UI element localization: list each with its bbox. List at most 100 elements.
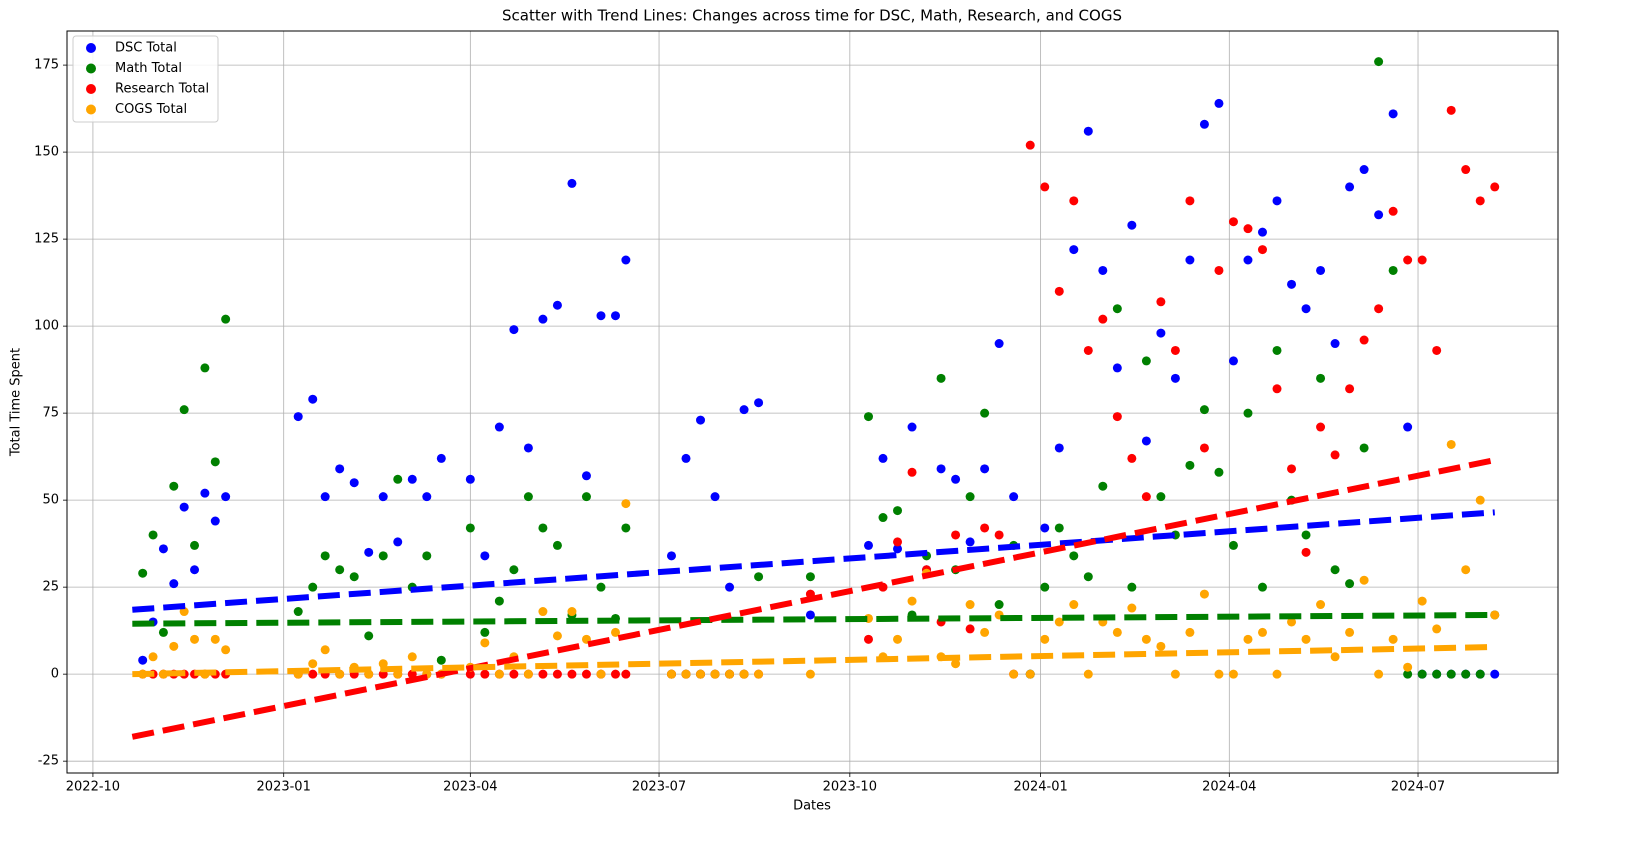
data-point <box>1330 339 1340 349</box>
data-point <box>422 551 432 561</box>
data-point <box>936 464 946 474</box>
data-point <box>552 540 562 550</box>
data-point <box>552 669 562 679</box>
data-point <box>1025 140 1035 150</box>
data-point <box>951 530 961 540</box>
data-point <box>1009 492 1019 502</box>
data-point <box>1098 481 1108 491</box>
data-point <box>1098 314 1108 324</box>
data-point <box>1040 182 1050 192</box>
data-point <box>1446 669 1456 679</box>
data-point <box>1403 255 1413 265</box>
data-point <box>1083 126 1093 136</box>
data-point <box>1359 575 1369 585</box>
data-point <box>878 513 888 523</box>
legend-label: DSC Total <box>115 41 177 56</box>
data-point <box>465 474 475 484</box>
data-point <box>1199 405 1209 415</box>
data-point <box>696 415 706 425</box>
data-point <box>509 325 519 335</box>
data-point <box>210 457 220 467</box>
data-point <box>1069 551 1079 561</box>
data-point <box>308 659 318 669</box>
data-point <box>907 596 917 606</box>
data-point <box>965 624 975 634</box>
data-point <box>1461 165 1471 175</box>
data-point <box>190 634 200 644</box>
data-point <box>436 453 446 463</box>
data-point <box>552 300 562 310</box>
data-point <box>596 669 606 679</box>
data-point <box>739 669 749 679</box>
data-point <box>1475 669 1485 679</box>
data-point <box>335 565 345 575</box>
data-point <box>1417 255 1427 265</box>
x-tick-label: 2023-01 <box>257 780 311 795</box>
data-point <box>1461 565 1471 575</box>
data-point <box>1490 610 1500 620</box>
data-point <box>1156 328 1166 338</box>
data-point <box>523 443 533 453</box>
data-point <box>1388 265 1398 275</box>
data-point <box>581 492 591 502</box>
data-point <box>1374 57 1384 67</box>
data-point <box>621 523 631 533</box>
data-point <box>1403 422 1413 432</box>
data-point <box>1330 652 1340 662</box>
data-point <box>200 488 210 498</box>
data-point <box>1141 634 1151 644</box>
data-point <box>538 669 548 679</box>
x-tick-label: 2023-04 <box>443 780 497 795</box>
data-point <box>621 499 631 509</box>
legend-label: COGS Total <box>115 102 187 117</box>
x-tick-label: 2022-10 <box>66 780 120 795</box>
data-point <box>335 464 345 474</box>
legend-label: Math Total <box>115 61 182 76</box>
data-point <box>994 339 1004 349</box>
data-point <box>1228 217 1238 227</box>
data-point <box>893 544 903 554</box>
data-point <box>465 523 475 533</box>
data-point <box>1388 634 1398 644</box>
data-point <box>1185 255 1195 265</box>
x-tick-label: 2024-01 <box>1013 780 1067 795</box>
data-point <box>320 645 330 655</box>
data-point <box>666 669 676 679</box>
data-point <box>1403 662 1413 672</box>
data-point <box>148 530 158 540</box>
legend: DSC Total Math Total Research Total COGS To… <box>72 35 219 123</box>
data-point <box>725 582 735 592</box>
data-point <box>1156 297 1166 307</box>
data-point <box>893 537 903 547</box>
data-point <box>1228 356 1238 366</box>
data-point <box>1257 227 1267 237</box>
data-point <box>893 506 903 516</box>
data-point <box>210 634 220 644</box>
data-point <box>994 600 1004 610</box>
data-point <box>1345 579 1355 589</box>
x-axis-label: Dates <box>793 799 831 814</box>
data-point <box>1432 624 1442 634</box>
data-point <box>1185 460 1195 470</box>
data-point <box>523 492 533 502</box>
data-point <box>494 422 504 432</box>
y-axis-label: Total Time Spent <box>9 348 24 457</box>
data-point <box>308 669 318 679</box>
data-point <box>221 492 231 502</box>
plot-frame <box>66 30 1559 774</box>
data-point <box>754 572 764 582</box>
data-point <box>1170 345 1180 355</box>
data-point <box>1257 627 1267 637</box>
legend-marker <box>86 104 96 115</box>
data-point <box>393 537 403 547</box>
data-point <box>190 540 200 550</box>
data-point <box>1214 98 1224 108</box>
data-point <box>210 516 220 526</box>
data-point <box>1185 196 1195 206</box>
data-point <box>1025 669 1035 679</box>
data-point <box>349 572 359 582</box>
legend-box <box>72 35 219 123</box>
data-point <box>994 530 1004 540</box>
data-point <box>666 551 676 561</box>
